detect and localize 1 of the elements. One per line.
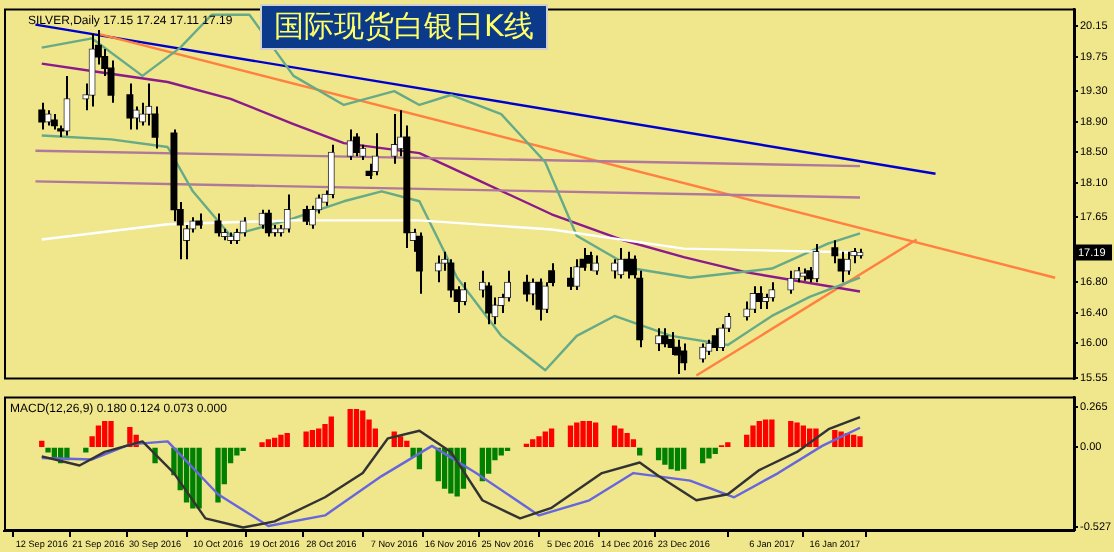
chart-title: 国际现货白银日K线 xyxy=(260,4,548,50)
